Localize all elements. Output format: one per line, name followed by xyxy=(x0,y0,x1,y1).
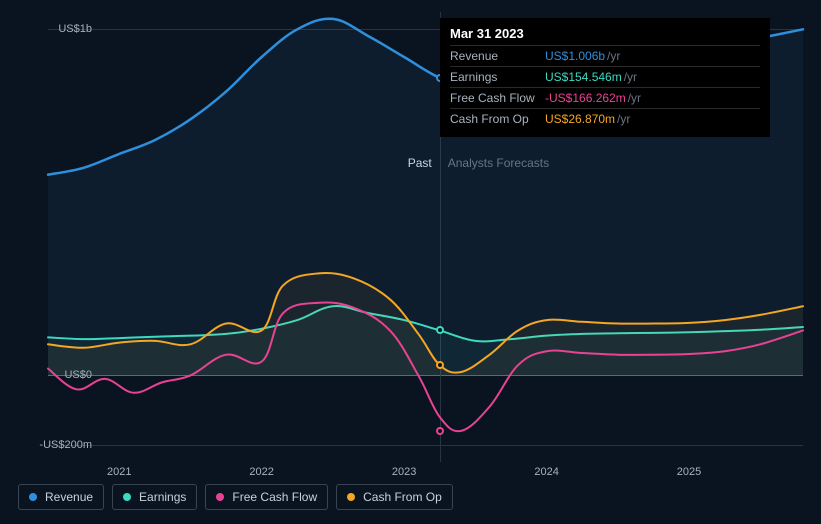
tooltip-title: Mar 31 2023 xyxy=(450,26,760,45)
free_cash_flow-marker xyxy=(436,427,444,435)
legend-swatch xyxy=(347,493,355,501)
earnings-marker xyxy=(436,326,444,334)
hover-tooltip: Mar 31 2023RevenueUS$1.006b /yrEarningsU… xyxy=(440,18,770,137)
legend-label: Earnings xyxy=(139,490,186,504)
x-axis-label: 2022 xyxy=(249,466,273,478)
cash_from_op-marker xyxy=(436,361,444,369)
tooltip-value: US$26.870m xyxy=(545,112,615,126)
tooltip-row: EarningsUS$154.546m /yr xyxy=(450,66,760,87)
tooltip-value: -US$166.262m xyxy=(545,91,626,105)
tooltip-value: US$1.006b xyxy=(545,49,605,63)
x-axis-label: 2024 xyxy=(534,466,558,478)
legend-item-cash-from-op[interactable]: Cash From Op xyxy=(336,484,453,510)
legend-swatch xyxy=(216,493,224,501)
tooltip-label: Cash From Op xyxy=(450,112,545,126)
tooltip-suffix: /yr xyxy=(624,70,637,84)
x-axis-label: 2023 xyxy=(392,466,416,478)
x-axis-label: 2025 xyxy=(677,466,701,478)
legend: Revenue Earnings Free Cash Flow Cash From O… xyxy=(18,484,453,510)
financial-chart: US$1bUS$0-US$200m20212022202320242025Pas… xyxy=(0,0,821,524)
tooltip-row: Cash From OpUS$26.870m /yr xyxy=(450,108,760,129)
legend-item-earnings[interactable]: Earnings xyxy=(112,484,197,510)
tooltip-row: RevenueUS$1.006b /yr xyxy=(450,45,760,66)
tooltip-suffix: /yr xyxy=(617,112,630,126)
legend-item-free-cash-flow[interactable]: Free Cash Flow xyxy=(205,484,328,510)
tooltip-label: Free Cash Flow xyxy=(450,91,545,105)
tooltip-row: Free Cash Flow-US$166.262m /yr xyxy=(450,87,760,108)
legend-swatch xyxy=(29,493,37,501)
legend-label: Free Cash Flow xyxy=(232,490,317,504)
legend-label: Cash From Op xyxy=(363,490,442,504)
x-axis-label: 2021 xyxy=(107,466,131,478)
legend-item-revenue[interactable]: Revenue xyxy=(18,484,104,510)
legend-label: Revenue xyxy=(45,490,93,504)
tooltip-label: Revenue xyxy=(450,49,545,63)
legend-swatch xyxy=(123,493,131,501)
tooltip-suffix: /yr xyxy=(628,91,641,105)
tooltip-label: Earnings xyxy=(450,70,545,84)
tooltip-suffix: /yr xyxy=(607,49,620,63)
tooltip-value: US$154.546m xyxy=(545,70,622,84)
